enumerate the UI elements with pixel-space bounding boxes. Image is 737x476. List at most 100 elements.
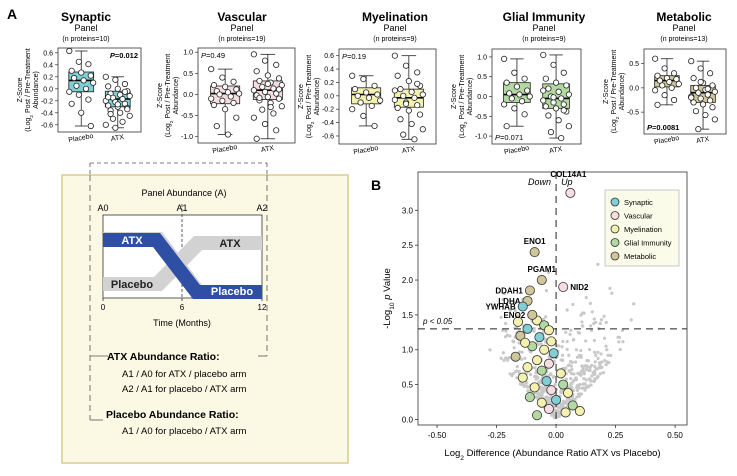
label-part: Post / Pre-Treatment [611, 50, 618, 117]
background-point [588, 365, 592, 369]
data-point [565, 91, 572, 98]
panel-protein-point [524, 392, 535, 403]
x-tick-label: -0.50 [428, 431, 447, 440]
label-part: 2 [615, 116, 621, 119]
background-point [579, 353, 583, 358]
data-point [273, 127, 280, 134]
legend: Synaptic Vascular Myelination Glial Immunit… [604, 189, 680, 267]
data-point [565, 123, 572, 130]
data-point [661, 92, 668, 99]
label-part: Log [444, 448, 460, 459]
box-plot-count: (n proteins=19) [218, 36, 265, 43]
background-point [580, 386, 584, 390]
background-point [594, 320, 598, 324]
box-plot-count: (n proteins=9) [522, 36, 565, 43]
data-point [275, 86, 283, 93]
x-category-label: ATX [110, 134, 124, 143]
background-point [584, 295, 588, 300]
panel-protein-point [543, 325, 554, 336]
background-point [582, 370, 586, 374]
y-axis-label: Abundance) [467, 78, 474, 116]
data-point [233, 86, 240, 93]
y-tick-label: 0.5 [402, 381, 414, 390]
protein-label: ENO2 [503, 311, 525, 320]
data-point [659, 82, 666, 89]
p-letter: P [201, 51, 206, 60]
data-point [253, 68, 260, 75]
data-point [550, 99, 557, 106]
data-point [66, 88, 73, 95]
background-point [557, 410, 562, 414]
background-point [569, 377, 573, 381]
background-point [575, 355, 580, 359]
background-point [579, 348, 583, 353]
data-point [394, 104, 401, 111]
y-tick-label: 2.0 [402, 276, 414, 285]
data-point [391, 87, 398, 94]
data-point [516, 91, 523, 98]
data-point [400, 92, 407, 99]
background-point [499, 315, 503, 319]
background-point [559, 404, 563, 408]
data-point [233, 114, 240, 121]
background-point [585, 364, 589, 368]
background-point [583, 287, 587, 291]
background-point [577, 394, 581, 398]
x-category-label: Placebo [654, 135, 680, 146]
data-point [87, 72, 94, 79]
data-point [270, 85, 277, 92]
background-point [544, 289, 549, 293]
background-point [570, 367, 574, 372]
panel-protein-point [532, 410, 543, 421]
background-point [588, 347, 592, 352]
data-point [210, 82, 218, 89]
background-point [553, 383, 557, 387]
y-tick-label: 0.0 [324, 93, 334, 100]
background-point [579, 370, 583, 374]
background-point [569, 381, 573, 385]
label-part: Difference (Abundance Ratio ATX vs Place… [464, 448, 661, 459]
data-point [374, 91, 381, 98]
label-part: 10 [389, 302, 396, 310]
data-point [545, 85, 552, 92]
y-axis-label: Z-Score [298, 84, 305, 109]
background-point [593, 372, 597, 376]
background-point [549, 372, 553, 377]
background-point [555, 404, 560, 409]
protein-label: PGAM1 [528, 265, 557, 274]
data-point [521, 111, 528, 118]
data-point [363, 89, 370, 96]
data-point [656, 77, 663, 84]
data-point [521, 75, 528, 82]
data-point [699, 101, 707, 108]
y-tick-label: 0.0 [477, 94, 487, 101]
data-point [90, 79, 97, 86]
data-point [351, 86, 359, 93]
background-point [554, 408, 558, 413]
background-point [599, 365, 603, 370]
data-point [85, 96, 92, 103]
data-point [213, 123, 220, 130]
background-point [564, 330, 568, 334]
label-part: 2 [169, 120, 175, 123]
band-label-placebo-right: Placebo [211, 286, 253, 298]
y-axis-label: Z-Score [603, 79, 610, 104]
timepoint-label: A2 [256, 203, 267, 213]
background-point [583, 388, 587, 392]
label-part: Z-Score [157, 83, 164, 108]
panel-protein-point [536, 365, 547, 376]
background-point [609, 353, 613, 358]
background-point [488, 348, 492, 352]
background-point [507, 356, 511, 360]
atx-ratio-line: A2 / A1 for placebo / ATX arm [122, 384, 247, 395]
background-point [605, 348, 609, 352]
background-point [544, 315, 548, 319]
data-point [114, 85, 121, 92]
data-point [391, 52, 398, 59]
background-point [567, 353, 571, 357]
data-point [102, 121, 109, 128]
background-point [569, 328, 573, 332]
